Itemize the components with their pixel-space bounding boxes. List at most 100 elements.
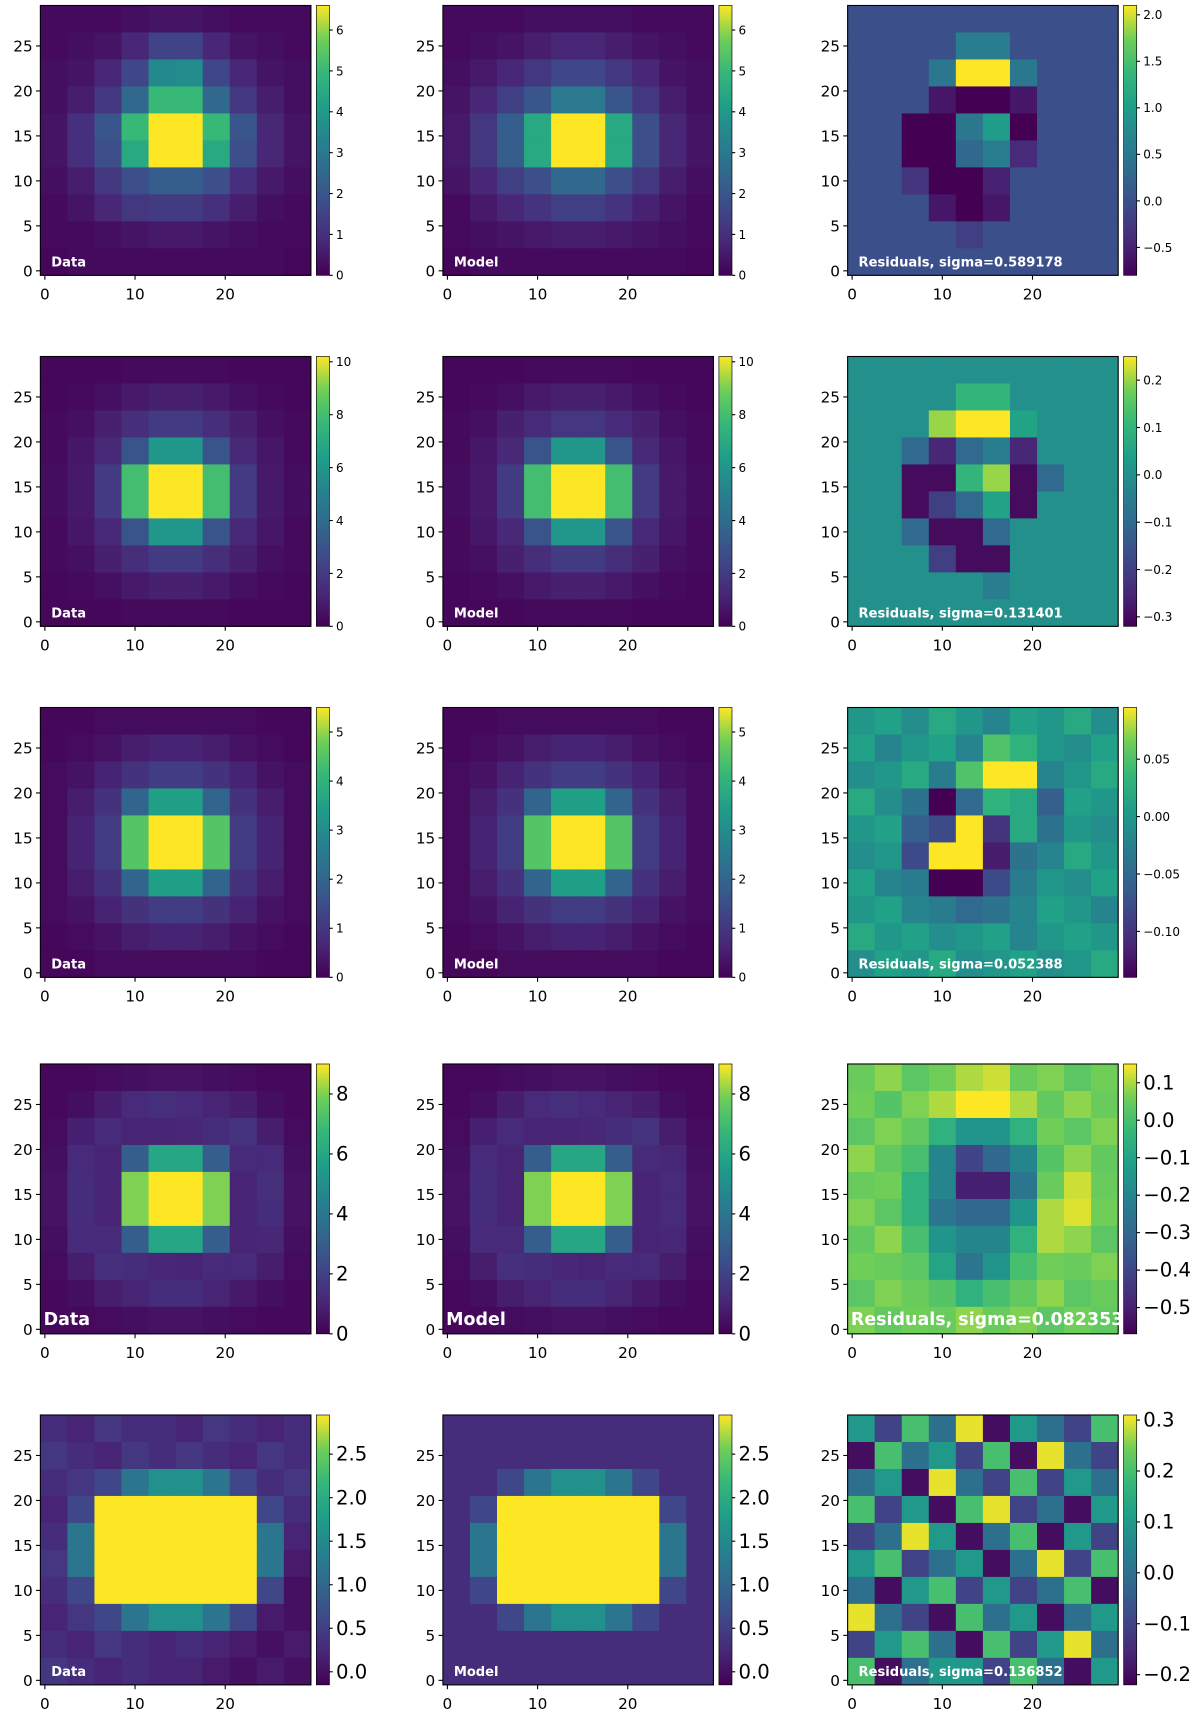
colorbar-tick-label: 1 — [336, 922, 344, 936]
heatmap-cell — [67, 221, 95, 249]
heatmap-cell — [40, 140, 68, 168]
heatmap-cell — [283, 1117, 312, 1146]
heatmap-cell — [469, 734, 498, 762]
heatmap-cell — [202, 734, 231, 762]
heatmap-cell — [982, 1306, 1011, 1335]
heatmap-cell — [605, 1117, 633, 1146]
heatmap-cell — [469, 545, 498, 573]
heatmap-cell — [442, 437, 471, 465]
heatmap-cell — [1037, 923, 1065, 951]
heatmap-cell — [955, 599, 984, 627]
heatmap-cell — [686, 869, 714, 897]
heatmap-cell — [202, 437, 231, 465]
heatmap-cell — [497, 167, 525, 195]
heatmap-cell — [1037, 1063, 1065, 1092]
heatmap-cell — [40, 761, 68, 789]
heatmap-cell — [686, 167, 714, 195]
heatmap-cell — [175, 545, 204, 573]
heatmap-cell — [148, 32, 177, 60]
heatmap-cell — [874, 194, 903, 222]
heatmap-cell — [283, 1495, 312, 1524]
heatmap-cell — [686, 734, 714, 762]
heatmap-cell — [256, 842, 285, 870]
heatmap-cell — [442, 410, 471, 438]
heatmap-cell — [40, 113, 68, 141]
heatmap-cell — [632, 734, 660, 762]
heatmap-cell — [874, 572, 903, 600]
heatmap-cell — [256, 59, 285, 87]
heatmap-cell — [955, 113, 984, 141]
heatmap-cell — [578, 1657, 606, 1686]
heatmap-cell — [121, 221, 150, 249]
heatmap-cell — [1064, 437, 1092, 465]
heatmap-cell — [1091, 707, 1119, 735]
heatmap-cell — [524, 572, 552, 600]
heatmap-cell — [928, 599, 957, 627]
heatmap-cell — [67, 1306, 95, 1335]
heatmap-cell — [121, 1144, 150, 1173]
y-tick-label: 10 — [416, 874, 435, 892]
heatmap-cell — [605, 356, 633, 384]
heatmap-cell — [1037, 1198, 1065, 1227]
heatmap-cell — [497, 140, 525, 168]
heatmap-cell — [202, 1495, 231, 1524]
heatmap-cell — [1037, 1225, 1065, 1254]
heatmap-cell — [94, 1279, 122, 1308]
heatmap-cell — [442, 869, 471, 897]
panel-annotation: Data — [51, 256, 86, 271]
heatmap-cell — [256, 464, 285, 492]
heatmap-cell — [686, 1144, 714, 1173]
heatmap-cell — [551, 1279, 579, 1308]
heatmap-cell — [229, 140, 258, 168]
colorbar-tick-label: 2.5 — [739, 1443, 770, 1466]
heatmap-cell — [901, 896, 930, 924]
heatmap-cell — [94, 761, 122, 789]
heatmap-cell — [659, 32, 687, 60]
heatmap-cell — [578, 5, 606, 33]
heatmap-cell — [551, 896, 579, 924]
heatmap-cell — [67, 1225, 95, 1254]
heatmap-cell — [551, 221, 579, 249]
panel-annotation: Model — [454, 607, 499, 622]
y-tick-label: 10 — [821, 172, 840, 190]
heatmap-cell — [442, 1522, 471, 1551]
x-tick-label: 10 — [125, 987, 144, 1005]
y-tick-label: 25 — [821, 388, 840, 406]
heatmap-cell — [121, 1063, 150, 1092]
heatmap-cell — [121, 599, 150, 627]
y-tick-label: 20 — [13, 784, 32, 802]
heatmap-cell — [632, 113, 660, 141]
heatmap-cell — [469, 950, 498, 978]
heatmap-cell — [1091, 572, 1119, 600]
heatmap-cell — [497, 1252, 525, 1281]
heatmap-cell — [229, 815, 258, 843]
heatmap-cell — [148, 86, 177, 114]
heatmap-cell — [1064, 734, 1092, 762]
heatmap-cell — [874, 734, 903, 762]
heatmap-cell — [605, 86, 633, 114]
heatmap-cell — [578, 518, 606, 546]
colorbar-tick-label: 10 — [336, 355, 351, 369]
heatmap-cell — [659, 518, 687, 546]
heatmap-cell — [605, 518, 633, 546]
y-tick-label: 25 — [13, 739, 32, 757]
heatmap-cell — [469, 707, 498, 735]
heatmap-cell — [659, 248, 687, 276]
heatmap-cell — [121, 113, 150, 141]
heatmap-cell — [469, 491, 498, 519]
heatmap-cell — [256, 1225, 285, 1254]
colorbar-tick-label: 5 — [336, 725, 344, 739]
x-tick-label: 10 — [528, 987, 547, 1005]
heatmap-cell — [283, 356, 312, 384]
heatmap-cell — [847, 545, 876, 573]
heatmap-cell — [1064, 194, 1092, 222]
heatmap-cell — [686, 1603, 714, 1632]
heatmap-cell — [901, 1171, 930, 1200]
heatmap-cell — [1037, 59, 1065, 87]
heatmap-cell — [256, 167, 285, 195]
heatmap-cell — [1037, 86, 1065, 114]
y-tick-label: 5 — [23, 1276, 33, 1294]
colorbar — [1123, 1063, 1138, 1335]
heatmap-cell — [605, 1279, 633, 1308]
